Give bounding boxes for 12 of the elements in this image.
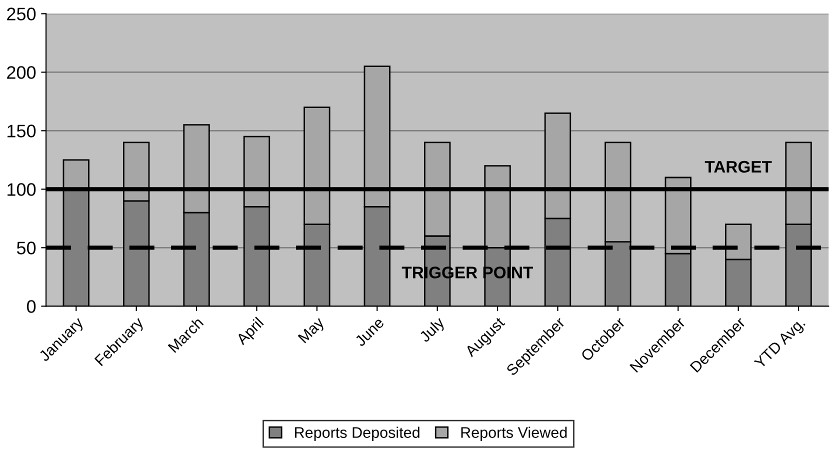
y-tick-label: 50 (16, 242, 36, 254)
legend-label: Reports Deposited (295, 426, 420, 441)
y-tick-label: 250 (7, 8, 36, 20)
ref-line-label: TARGET (704, 160, 772, 173)
x-tick-label: YTD Avg. (754, 317, 808, 372)
x-tick-label: July (418, 316, 448, 346)
y-tick-label: 150 (8, 124, 36, 138)
y-tick-label: 100 (8, 183, 36, 196)
y-tick-label: 0 (26, 300, 36, 313)
x-tick-label: May (298, 316, 327, 346)
y-tick-label: 200 (7, 66, 36, 79)
legend-label: Reports Viewed (461, 426, 567, 441)
